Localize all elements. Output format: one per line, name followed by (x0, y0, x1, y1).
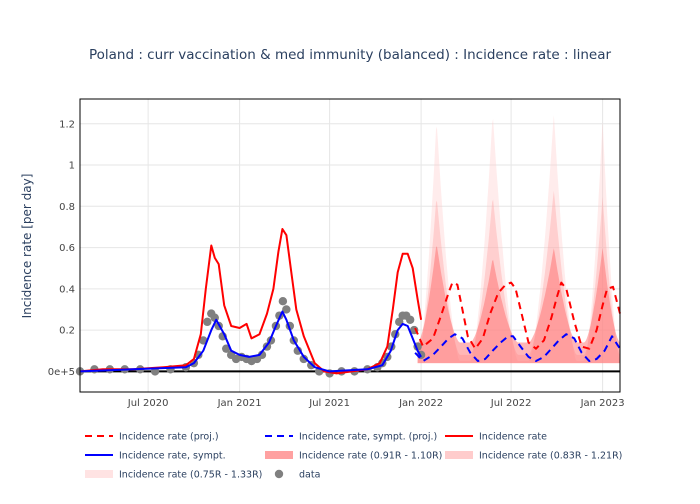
y-axis-label: Incidence rate [per day] (20, 174, 34, 319)
x-tick-label: Jul 2020 (127, 398, 169, 409)
data-point (282, 305, 291, 314)
legend-label: data (299, 470, 320, 481)
x-tick-label: Jul 2021 (308, 398, 350, 409)
legend-label: Incidence rate (479, 432, 547, 443)
legend-label: Incidence rate, sympt. (119, 451, 226, 462)
y-tick-label: 1.2 (59, 119, 75, 130)
legend-item: Incidence rate, sympt. (85, 451, 226, 462)
legend-label: Incidence rate (proj.) (119, 432, 219, 443)
legend-label: Incidence rate (0.91R - 1.10R) (299, 451, 442, 462)
data-point (221, 344, 231, 353)
x-tick-label: Jan 2023 (580, 398, 625, 409)
legend-swatch (445, 451, 473, 459)
series-line (414, 281, 621, 350)
plot-border (79, 98, 621, 393)
legend-item: Incidence rate (0.91R - 1.10R) (265, 451, 442, 462)
series-line (414, 333, 621, 362)
legend-item: Incidence rate, sympt. (proj.) (265, 432, 437, 443)
y-tick-label: 0.6 (59, 243, 75, 254)
band-inner (417, 246, 620, 364)
chart-title: Poland : curr vaccination & med immunity… (89, 47, 612, 63)
series-lines (79, 228, 621, 375)
data-point (278, 297, 288, 306)
x-tick-label: Jul 2022 (490, 398, 532, 409)
legend-item: Incidence rate (0.75R - 1.33R) (85, 470, 262, 481)
data-point (405, 315, 415, 324)
legend-label: Incidence rate, sympt. (proj.) (299, 432, 437, 443)
legend-swatch (85, 470, 113, 478)
x-tick-label: Jan 2022 (398, 398, 443, 409)
data-point (299, 354, 308, 364)
legend-item: data (274, 469, 320, 481)
plot-frame (79, 98, 621, 393)
legend-item: Incidence rate (proj.) (85, 432, 219, 443)
y-tick-label: 0e+5 (48, 367, 75, 378)
x-tick-label: Jan 2021 (217, 398, 262, 409)
y-tick-label: 1 (69, 161, 75, 172)
axis-ticks: 0e+5 0.2 0.4 0.6 0.8 1 1.2 Jul 2020 Jan 2021 Jul … (48, 119, 625, 409)
legend: Incidence rate (proj.) Incidence rate, sy… (85, 432, 622, 481)
legend-label: Incidence rate (0.83R - 1.21R) (479, 451, 622, 462)
data-point (203, 317, 212, 327)
legend-label: Incidence rate (0.75R - 1.33R) (119, 470, 262, 481)
legend-item: Incidence rate (445, 432, 547, 443)
y-tick-label: 0.2 (59, 326, 75, 337)
legend-swatch (274, 469, 284, 479)
projection-bands (417, 115, 620, 364)
y-tick-label: 0.8 (59, 202, 75, 213)
legend-swatch (265, 451, 293, 459)
series-line (79, 310, 422, 373)
data-point (395, 317, 404, 327)
series-line (79, 228, 423, 375)
legend-item: Incidence rate (0.83R - 1.21R) (445, 451, 622, 462)
y-tick-label: 0.4 (59, 284, 75, 295)
